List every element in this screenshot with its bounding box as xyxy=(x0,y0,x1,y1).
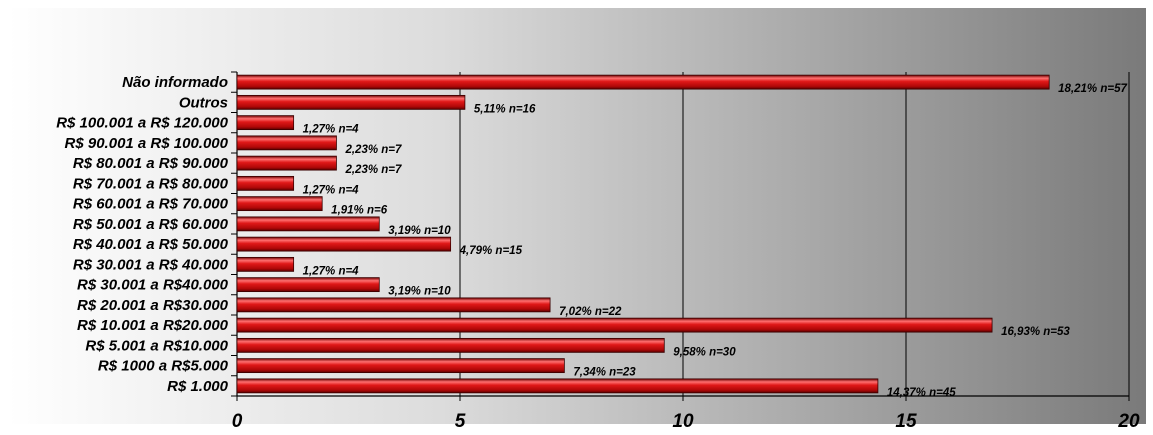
category-label: R$ 10.001 a R$20.000 xyxy=(77,317,229,334)
bar xyxy=(236,196,323,212)
category-label: Não informado xyxy=(122,74,228,91)
category-label: R$ 50.001 a R$ 60.000 xyxy=(73,216,229,233)
bar xyxy=(236,135,337,151)
category-label: R$ 1.000 xyxy=(167,378,229,395)
data-label: 7,34% n=23 xyxy=(573,367,636,379)
category-label: Outros xyxy=(179,94,228,111)
data-label: 3,19% n=10 xyxy=(388,225,451,237)
data-label: 1,27% n=4 xyxy=(303,124,360,136)
data-label: 3,19% n=10 xyxy=(388,286,451,298)
data-label: 1,91% n=6 xyxy=(331,205,388,217)
category-label: R$ 60.001 a R$ 70.000 xyxy=(73,196,229,213)
category-label: R$ 30.001 a R$40.000 xyxy=(77,277,229,294)
data-label: 14,37% n=45 xyxy=(887,387,956,399)
bar xyxy=(236,175,295,191)
bar xyxy=(236,277,380,293)
data-label: 7,02% n=22 xyxy=(559,306,622,318)
data-label: 1,27% n=4 xyxy=(303,265,360,277)
category-label: R$ 80.001 a R$ 90.000 xyxy=(73,155,229,172)
bar xyxy=(236,74,1050,90)
x-tick-label: 15 xyxy=(895,411,917,430)
bar xyxy=(236,94,466,110)
category-label: R$ 70.001 a R$ 80.000 xyxy=(73,175,229,192)
data-label: 18,21% n=57 xyxy=(1058,83,1127,95)
bar xyxy=(236,115,295,131)
category-label: R$ 90.001 a R$ 100.000 xyxy=(65,135,229,152)
data-label: 5,11% n=16 xyxy=(474,103,536,115)
x-tick-label: 20 xyxy=(1117,411,1140,430)
data-label: 2,23% n=7 xyxy=(344,144,402,156)
category-label: R$ 5.001 a R$10.000 xyxy=(85,337,228,354)
data-label: 1,27% n=4 xyxy=(303,184,360,196)
bar xyxy=(236,297,551,313)
category-label: R$ 30.001 a R$ 40.000 xyxy=(73,256,229,273)
data-label: 9,58% n=30 xyxy=(673,346,736,358)
x-tick-label: 0 xyxy=(232,411,243,430)
data-label: 2,23% n=7 xyxy=(344,164,402,176)
category-label: R$ 20.001 a R$30.000 xyxy=(77,297,229,314)
bar xyxy=(236,317,993,333)
category-label: R$ 40.001 a R$ 50.000 xyxy=(73,236,229,253)
bar xyxy=(236,236,452,252)
data-label: 16,93% n=53 xyxy=(1001,326,1070,338)
data-label: 4,79% n=15 xyxy=(459,245,523,257)
bar xyxy=(236,337,665,353)
category-label: R$ 1000 a R$5.000 xyxy=(98,358,229,375)
x-tick-label: 10 xyxy=(672,411,694,430)
bar xyxy=(236,378,879,394)
bar xyxy=(236,155,337,171)
bar xyxy=(236,216,380,232)
category-label: R$ 100.001 a R$ 120.000 xyxy=(56,115,228,132)
x-tick-label: 5 xyxy=(455,411,466,430)
bar xyxy=(236,256,295,272)
bar xyxy=(236,358,565,374)
